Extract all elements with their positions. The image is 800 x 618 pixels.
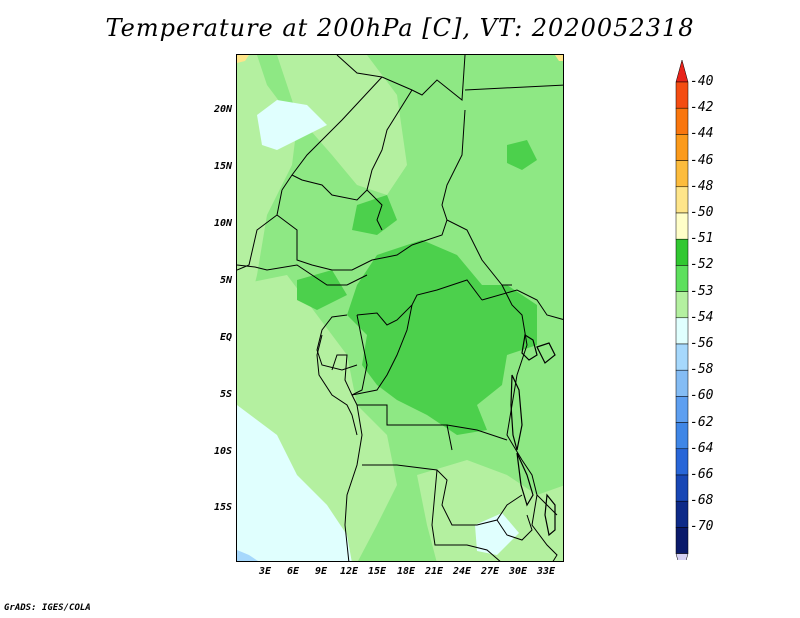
lon-tick-label: 18E xyxy=(396,566,416,577)
lon-tick-label: 27E xyxy=(480,566,500,577)
legend-swatch xyxy=(675,107,689,135)
legend-label: -51 xyxy=(690,231,714,247)
temperature-map xyxy=(237,55,563,561)
light-blue-zone-corner xyxy=(237,550,258,561)
lon-tick-label: 30E xyxy=(508,566,528,577)
lat-tick-label: 10N xyxy=(213,218,232,229)
legend-label: -52 xyxy=(690,257,714,273)
legend-swatch xyxy=(675,81,689,109)
legend-swatch xyxy=(675,134,689,161)
legend-label: -42 xyxy=(690,100,714,116)
legend-swatch xyxy=(675,448,689,476)
country-borders xyxy=(237,55,563,561)
dark-green-zone-central xyxy=(347,240,537,435)
legend-label: -46 xyxy=(690,152,714,168)
lat-tick-label: EQ xyxy=(219,332,232,343)
legend-swatch xyxy=(675,500,689,528)
color-legend xyxy=(675,60,689,560)
legend-swatch xyxy=(675,212,689,240)
legend-label: -58 xyxy=(690,362,714,378)
lon-tick-label: 24E xyxy=(452,566,472,577)
legend-swatch xyxy=(675,160,689,188)
dark-green-zone-north xyxy=(352,195,397,235)
legend-swatch xyxy=(675,343,689,371)
legend-label: -62 xyxy=(690,414,714,430)
lon-tick-label: 15E xyxy=(367,566,387,577)
lat-tick-label: 10S xyxy=(213,446,232,457)
legend-label: -44 xyxy=(690,126,714,142)
lat-tick-label: 5N xyxy=(219,275,232,286)
lat-tick-label: 20N xyxy=(213,104,232,115)
pale-cyan-zone-southwest xyxy=(237,405,352,561)
legend-swatch xyxy=(675,291,689,319)
lon-tick-label: 9E xyxy=(314,566,328,577)
legend-swatch xyxy=(675,396,689,423)
lat-tick-label: 5S xyxy=(219,389,232,400)
legend-label: -60 xyxy=(690,388,714,404)
lon-tick-label: 12E xyxy=(339,566,359,577)
lon-tick-label: 33E xyxy=(536,566,556,577)
legend-swatch xyxy=(675,186,689,214)
light-green-zone-north xyxy=(277,55,407,195)
lakes xyxy=(510,334,556,537)
legend-swatch xyxy=(675,317,689,345)
legend-swatch xyxy=(675,265,689,292)
dark-green-zone-west xyxy=(297,270,347,310)
legend-swatch xyxy=(675,474,689,502)
lat-tick-label: 15S xyxy=(213,502,232,513)
legend-swatch xyxy=(675,422,689,450)
legend-label: -64 xyxy=(690,440,714,456)
map-panel xyxy=(236,54,564,562)
footer-credit: GrADS: IGES/COLA xyxy=(4,603,91,613)
warm-edge-top-right xyxy=(555,55,563,61)
legend-label: -48 xyxy=(690,178,714,194)
legend-label: -66 xyxy=(690,467,714,482)
lon-tick-label: 3E xyxy=(258,566,272,577)
lat-tick-label: 15N xyxy=(213,161,232,172)
chart-title: Temperature at 200hPa [C], VT: 202005231… xyxy=(105,14,695,42)
legend-label: -56 xyxy=(690,336,714,351)
coastline-west xyxy=(316,334,358,436)
pale-cyan-zone-north xyxy=(257,100,327,150)
legend-swatch xyxy=(675,527,689,554)
legend-label: -54 xyxy=(690,309,714,325)
lon-tick-label: 21E xyxy=(424,566,444,577)
legend-label: -68 xyxy=(690,493,714,509)
legend-label: -70 xyxy=(690,519,714,535)
lon-tick-label: 6E xyxy=(286,566,300,577)
pale-cyan-zone-southeast xyxy=(475,513,519,555)
legend-label: -53 xyxy=(690,283,714,299)
dark-green-zone-east xyxy=(507,140,537,170)
legend-arrow-bottom xyxy=(675,553,689,560)
legend-label: -50 xyxy=(690,205,714,220)
legend-swatch xyxy=(675,369,689,397)
legend-label: -40 xyxy=(690,74,714,89)
legend-arrow-top xyxy=(675,60,689,83)
warm-edge-top-left xyxy=(237,55,249,63)
legend-swatch xyxy=(675,238,689,266)
